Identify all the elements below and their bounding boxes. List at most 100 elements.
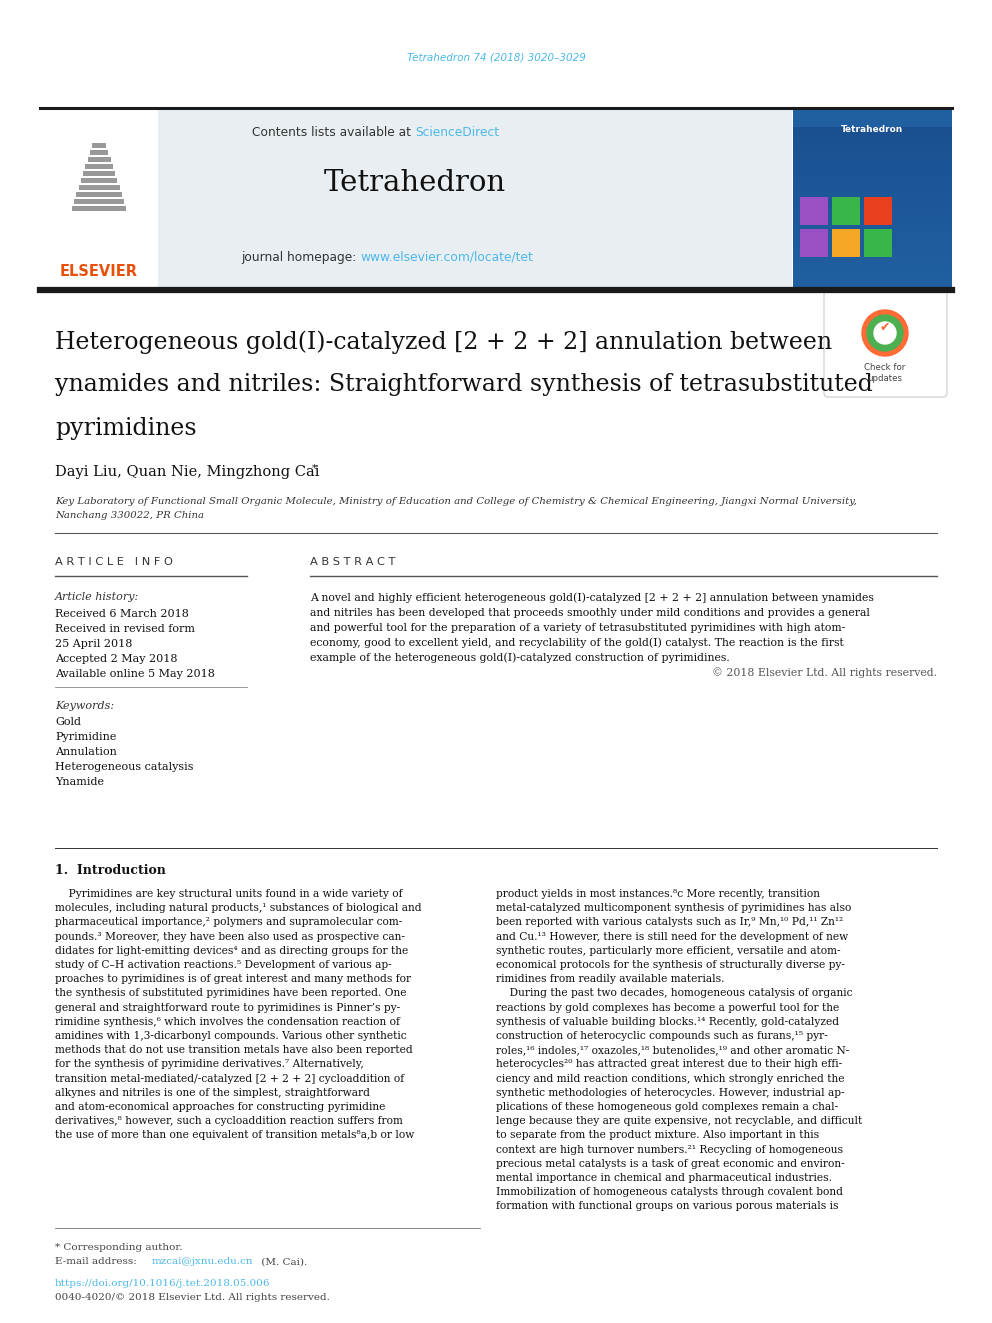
Text: precious metal catalysts is a task of great economic and environ-: precious metal catalysts is a task of gr… bbox=[496, 1159, 845, 1168]
Text: During the past two decades, homogeneous catalysis of organic: During the past two decades, homogeneous… bbox=[496, 988, 852, 999]
Text: Received 6 March 2018: Received 6 March 2018 bbox=[55, 609, 188, 619]
Text: Available online 5 May 2018: Available online 5 May 2018 bbox=[55, 669, 215, 679]
Bar bbox=[793, 263, 952, 271]
Text: ScienceDirect: ScienceDirect bbox=[415, 127, 499, 139]
Text: Article history:: Article history: bbox=[55, 591, 139, 602]
Bar bbox=[793, 255, 952, 263]
Text: the use of more than one equivalent of transition metals⁸a,b or low: the use of more than one equivalent of t… bbox=[55, 1130, 415, 1140]
Text: construction of heterocyclic compounds such as furans,¹⁵ pyr-: construction of heterocyclic compounds s… bbox=[496, 1031, 828, 1041]
Bar bbox=[793, 135, 952, 143]
Text: Heterogeneous gold(I)-catalyzed [2 + 2 + 2] annulation between: Heterogeneous gold(I)-catalyzed [2 + 2 +… bbox=[55, 331, 832, 353]
Bar bbox=[793, 198, 952, 206]
Text: Keywords:: Keywords: bbox=[55, 701, 114, 710]
Bar bbox=[864, 197, 892, 225]
Text: Accepted 2 May 2018: Accepted 2 May 2018 bbox=[55, 654, 178, 664]
Text: metal-catalyzed multicomponent synthesis of pyrimidines has also: metal-catalyzed multicomponent synthesis… bbox=[496, 904, 851, 913]
Bar bbox=[793, 279, 952, 287]
Text: A R T I C L E   I N F O: A R T I C L E I N F O bbox=[55, 557, 173, 568]
Text: synthetic methodologies of heterocycles. However, industrial ap-: synthetic methodologies of heterocycles.… bbox=[496, 1088, 844, 1098]
Bar bbox=[793, 239, 952, 247]
Text: journal homepage:: journal homepage: bbox=[241, 250, 360, 263]
Text: pharmaceutical importance,² polymers and supramolecular com-: pharmaceutical importance,² polymers and… bbox=[55, 917, 403, 927]
Text: © 2018 Elsevier Ltd. All rights reserved.: © 2018 Elsevier Ltd. All rights reserved… bbox=[712, 668, 937, 679]
Text: reactions by gold complexes has become a powerful tool for the: reactions by gold complexes has become a… bbox=[496, 1003, 839, 1012]
Bar bbox=[793, 224, 952, 232]
Text: molecules, including natural products,¹ substances of biological and: molecules, including natural products,¹ … bbox=[55, 904, 422, 913]
Bar bbox=[793, 271, 952, 279]
FancyBboxPatch shape bbox=[824, 291, 947, 397]
Text: Check for
updates: Check for updates bbox=[864, 364, 906, 382]
Text: ✔: ✔ bbox=[880, 321, 890, 335]
Bar bbox=[793, 151, 952, 159]
Text: formation with functional groups on various porous materials is: formation with functional groups on vari… bbox=[496, 1201, 838, 1212]
Text: roles,¹⁶ indoles,¹⁷ oxazoles,¹⁸ butenolides,¹⁹ and other aromatic N-: roles,¹⁶ indoles,¹⁷ oxazoles,¹⁸ butenoli… bbox=[496, 1045, 849, 1056]
Bar bbox=[832, 197, 860, 225]
Text: Pyrimidine: Pyrimidine bbox=[55, 732, 116, 742]
Text: pounds.³ Moreover, they have been also used as prospective can-: pounds.³ Moreover, they have been also u… bbox=[55, 931, 405, 942]
Text: for the synthesis of pyrimidine derivatives.⁷ Alternatively,: for the synthesis of pyrimidine derivati… bbox=[55, 1060, 364, 1069]
Text: the synthesis of substituted pyrimidines have been reported. One: the synthesis of substituted pyrimidines… bbox=[55, 988, 407, 999]
Text: Tetrahedron 74 (2018) 3020–3029: Tetrahedron 74 (2018) 3020–3029 bbox=[407, 53, 585, 64]
Text: heterocycles²⁰ has attracted great interest due to their high effi-: heterocycles²⁰ has attracted great inter… bbox=[496, 1060, 842, 1069]
Bar bbox=[793, 206, 952, 216]
Bar bbox=[793, 191, 952, 198]
Text: (M. Cai).: (M. Cai). bbox=[258, 1257, 308, 1266]
Text: synthesis of valuable building blocks.¹⁴ Recently, gold-catalyzed: synthesis of valuable building blocks.¹⁴… bbox=[496, 1017, 839, 1027]
Text: Received in revised form: Received in revised form bbox=[55, 624, 195, 634]
Text: Heterogeneous catalysis: Heterogeneous catalysis bbox=[55, 762, 193, 773]
Text: 0040-4020/© 2018 Elsevier Ltd. All rights reserved.: 0040-4020/© 2018 Elsevier Ltd. All right… bbox=[55, 1294, 330, 1303]
Text: A B S T R A C T: A B S T R A C T bbox=[310, 557, 396, 568]
Text: ELSEVIER: ELSEVIER bbox=[60, 265, 138, 279]
Bar bbox=[89, 149, 108, 155]
Bar bbox=[832, 229, 860, 257]
Text: been reported with various catalysts such as Ir,⁹ Mn,¹⁰ Pd,¹¹ Zn¹²: been reported with various catalysts suc… bbox=[496, 917, 843, 927]
Bar bbox=[800, 197, 828, 225]
Text: Tetrahedron: Tetrahedron bbox=[841, 126, 903, 135]
Text: economy, good to excellent yield, and recyclability of the gold(I) catalyst. The: economy, good to excellent yield, and re… bbox=[310, 638, 844, 648]
Text: context are high turnover numbers.²¹ Recycling of homogeneous: context are high turnover numbers.²¹ Rec… bbox=[496, 1144, 843, 1155]
Text: economical protocols for the synthesis of structurally diverse py-: economical protocols for the synthesis o… bbox=[496, 960, 845, 970]
Text: and nitriles has been developed that proceeds smoothly under mild conditions and: and nitriles has been developed that pro… bbox=[310, 609, 870, 618]
Text: A novel and highly efficient heterogeneous gold(I)-catalyzed [2 + 2 + 2] annulat: A novel and highly efficient heterogeneo… bbox=[310, 593, 874, 603]
Bar bbox=[800, 229, 828, 257]
Text: pyrimidines: pyrimidines bbox=[55, 417, 196, 439]
Text: and atom-economical approaches for constructing pyrimidine: and atom-economical approaches for const… bbox=[55, 1102, 385, 1113]
Text: and powerful tool for the preparation of a variety of tetrasubstituted pyrimidin: and powerful tool for the preparation of… bbox=[310, 623, 845, 632]
Text: mzcai@jxnu.edu.cn: mzcai@jxnu.edu.cn bbox=[152, 1257, 254, 1266]
Text: general and straightforward route to pyrimidines is Pinner’s py-: general and straightforward route to pyr… bbox=[55, 1003, 400, 1012]
Text: 1.  Introduction: 1. Introduction bbox=[55, 864, 166, 877]
Bar bbox=[74, 198, 124, 204]
Bar bbox=[87, 157, 110, 161]
Bar bbox=[76, 192, 122, 197]
Bar bbox=[71, 206, 126, 210]
Bar bbox=[793, 143, 952, 151]
Text: example of the heterogeneous gold(I)-catalyzed construction of pyrimidines.: example of the heterogeneous gold(I)-cat… bbox=[310, 652, 730, 663]
Bar bbox=[793, 127, 952, 135]
Text: E-mail address:: E-mail address: bbox=[55, 1257, 140, 1266]
Text: * Corresponding author.: * Corresponding author. bbox=[55, 1242, 183, 1252]
Text: Dayi Liu, Quan Nie, Mingzhong Cai: Dayi Liu, Quan Nie, Mingzhong Cai bbox=[55, 464, 319, 479]
Bar bbox=[793, 175, 952, 183]
Circle shape bbox=[862, 310, 908, 356]
Bar bbox=[40, 110, 158, 287]
Text: derivatives,⁸ however, such a cycloaddition reaction suffers from: derivatives,⁸ however, such a cycloaddit… bbox=[55, 1117, 403, 1126]
Text: *: * bbox=[312, 463, 316, 472]
Text: mental importance in chemical and pharmaceutical industries.: mental importance in chemical and pharma… bbox=[496, 1174, 832, 1183]
Text: amidines with 1,3-dicarbonyl compounds. Various other synthetic: amidines with 1,3-dicarbonyl compounds. … bbox=[55, 1031, 407, 1041]
Text: www.elsevier.com/locate/tet: www.elsevier.com/locate/tet bbox=[360, 250, 533, 263]
Text: methods that do not use transition metals have also been reported: methods that do not use transition metal… bbox=[55, 1045, 413, 1056]
Text: study of C–H activation reactions.⁵ Development of various ap-: study of C–H activation reactions.⁵ Deve… bbox=[55, 960, 392, 970]
Text: rimidines from readily available materials.: rimidines from readily available materia… bbox=[496, 974, 724, 984]
Text: to separate from the product mixture. Also important in this: to separate from the product mixture. Al… bbox=[496, 1130, 819, 1140]
Text: rimidine synthesis,⁶ which involves the condensation reaction of: rimidine synthesis,⁶ which involves the … bbox=[55, 1017, 400, 1027]
Text: Gold: Gold bbox=[55, 717, 81, 728]
Bar bbox=[793, 159, 952, 167]
Text: proaches to pyrimidines is of great interest and many methods for: proaches to pyrimidines is of great inte… bbox=[55, 974, 411, 984]
Bar bbox=[78, 185, 119, 191]
Text: Immobilization of homogeneous catalysts through covalent bond: Immobilization of homogeneous catalysts … bbox=[496, 1187, 843, 1197]
Bar bbox=[92, 143, 106, 148]
Text: transition metal-mediated/-catalyzed [2 + 2 + 2] cycloaddition of: transition metal-mediated/-catalyzed [2 … bbox=[55, 1073, 404, 1084]
Bar bbox=[793, 247, 952, 255]
Text: Nanchang 330022, PR China: Nanchang 330022, PR China bbox=[55, 511, 204, 520]
Text: Annulation: Annulation bbox=[55, 747, 117, 757]
